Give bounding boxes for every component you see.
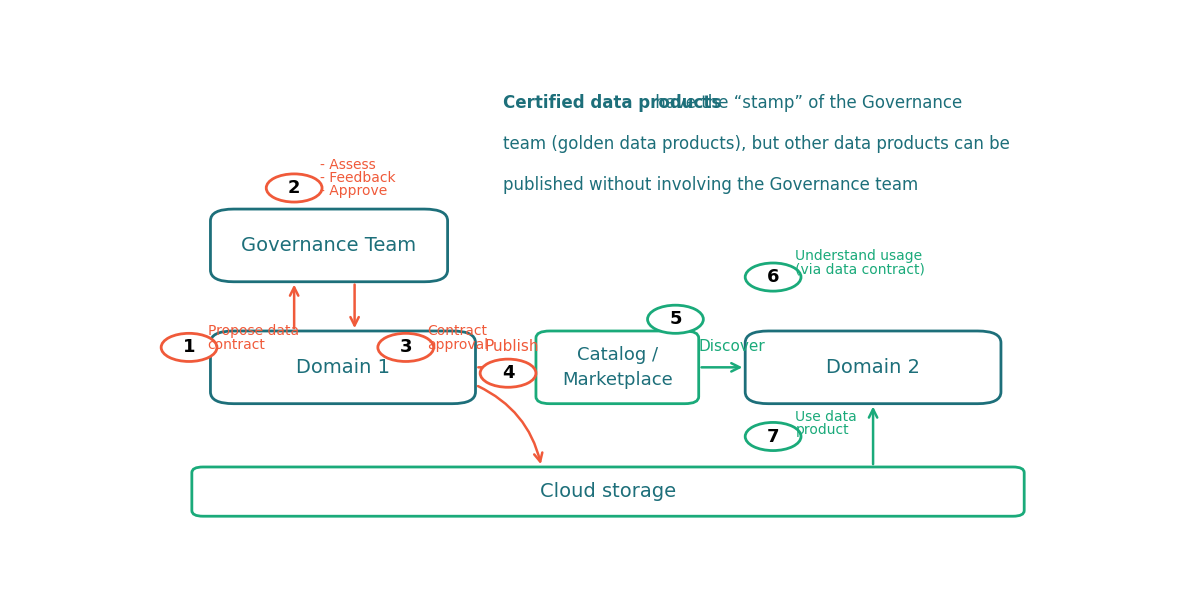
FancyBboxPatch shape bbox=[210, 331, 475, 404]
Text: 2: 2 bbox=[288, 179, 300, 197]
Text: 7: 7 bbox=[767, 428, 779, 446]
Text: Publish: Publish bbox=[485, 339, 539, 354]
Text: 1: 1 bbox=[182, 339, 196, 356]
Text: Use data: Use data bbox=[796, 410, 857, 424]
Text: contract: contract bbox=[208, 337, 265, 351]
FancyBboxPatch shape bbox=[192, 467, 1025, 516]
Circle shape bbox=[745, 423, 802, 451]
Text: - Feedback: - Feedback bbox=[320, 171, 396, 185]
Text: Contract: Contract bbox=[427, 324, 487, 338]
Circle shape bbox=[745, 263, 802, 291]
Text: team (golden data products), but other data products can be: team (golden data products), but other d… bbox=[504, 135, 1010, 153]
Text: Domain 1: Domain 1 bbox=[296, 358, 390, 377]
Text: product: product bbox=[796, 423, 850, 437]
Circle shape bbox=[378, 333, 433, 362]
Circle shape bbox=[266, 174, 322, 202]
Text: Certified data products: Certified data products bbox=[504, 94, 721, 112]
Text: Cloud storage: Cloud storage bbox=[540, 482, 676, 501]
Text: 4: 4 bbox=[502, 364, 515, 382]
Text: have the “stamp” of the Governance: have the “stamp” of the Governance bbox=[650, 94, 962, 112]
Text: Propose data: Propose data bbox=[208, 324, 299, 338]
FancyBboxPatch shape bbox=[210, 209, 448, 282]
Text: Understand usage: Understand usage bbox=[796, 249, 923, 263]
Text: 5: 5 bbox=[670, 310, 682, 328]
Text: (via data contract): (via data contract) bbox=[796, 262, 925, 276]
FancyBboxPatch shape bbox=[745, 331, 1001, 404]
Text: - Assess: - Assess bbox=[320, 158, 376, 172]
Circle shape bbox=[648, 305, 703, 333]
Text: Discover: Discover bbox=[698, 339, 766, 354]
Text: published without involving the Governance team: published without involving the Governan… bbox=[504, 176, 919, 194]
Text: approval: approval bbox=[427, 337, 488, 351]
Circle shape bbox=[161, 333, 217, 362]
FancyBboxPatch shape bbox=[536, 331, 698, 404]
Circle shape bbox=[480, 359, 536, 387]
Text: - Approve: - Approve bbox=[320, 184, 388, 198]
Text: 6: 6 bbox=[767, 268, 779, 286]
Text: Domain 2: Domain 2 bbox=[826, 358, 920, 377]
Text: 3: 3 bbox=[400, 339, 412, 356]
Text: Catalog /
Marketplace: Catalog / Marketplace bbox=[562, 346, 673, 389]
Text: Governance Team: Governance Team bbox=[241, 236, 416, 255]
